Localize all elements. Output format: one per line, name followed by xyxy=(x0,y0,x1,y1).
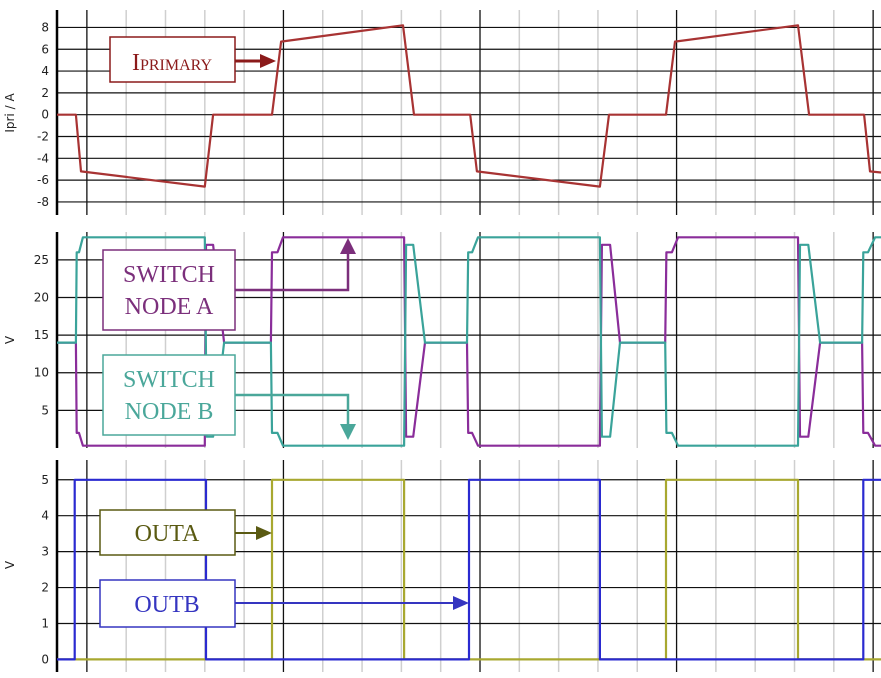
annotation-outb: OUTB xyxy=(99,579,469,628)
y-tick-label: 10 xyxy=(34,366,49,380)
outa-label: OUTA xyxy=(135,521,200,547)
y-tick-label: 1 xyxy=(41,616,49,630)
switch-node-a-label-1: SWITCH xyxy=(123,262,215,288)
switch-node-b-label-2: NODE B xyxy=(125,399,214,425)
switch-node-b-label-1: SWITCH xyxy=(123,367,215,393)
y-tick-label: 0 xyxy=(41,108,49,122)
y-tick-label: -8 xyxy=(37,195,49,209)
series-line-outa xyxy=(57,478,881,661)
y-tick-label: 5 xyxy=(41,473,49,487)
annotation-outa: OUTA xyxy=(99,509,272,556)
arrow-up-icon xyxy=(340,238,356,254)
series-line-ipri xyxy=(57,24,881,188)
y-tick-label: -4 xyxy=(37,151,49,165)
arrow-icon xyxy=(453,596,469,610)
series-line-outb xyxy=(57,478,881,661)
y-tick-label: 4 xyxy=(41,509,49,523)
arrow-icon xyxy=(256,526,272,540)
y-tick-label: 3 xyxy=(41,545,49,559)
series-line-switch-node-b xyxy=(57,236,881,447)
y-tick-label: 15 xyxy=(34,328,49,342)
y-axis-label: V xyxy=(3,560,17,569)
y-tick-label: 20 xyxy=(34,290,49,304)
iprimary-label: IPRIMARY xyxy=(132,50,212,76)
y-tick-label: 25 xyxy=(34,253,49,267)
y-tick-label: 2 xyxy=(41,86,49,100)
y-tick-label: -6 xyxy=(37,173,49,187)
y-tick-label: 2 xyxy=(41,581,49,595)
series-line-switch-node-a xyxy=(57,236,881,447)
y-tick-label: -2 xyxy=(37,129,49,143)
y-tick-label: 5 xyxy=(41,403,49,417)
y-tick-label: 8 xyxy=(41,20,49,34)
y-axis-label: V xyxy=(3,335,17,344)
annotation-switch-node-a: SWITCH NODE A xyxy=(102,238,356,331)
panel-3: 5 4 3 2 1 0 V xyxy=(3,460,881,672)
switch-node-a-label-2: NODE A xyxy=(125,294,214,320)
arrow-down-icon xyxy=(340,424,356,440)
y-tick-label: 4 xyxy=(41,64,49,78)
panel-1: 8 6 4 2 0 -2 -4 -6 -8 Ipri / A xyxy=(3,10,881,215)
y-tick-label: 0 xyxy=(41,652,49,666)
y-axis-label: Ipri / A xyxy=(3,93,17,133)
annotation-switch-node-b: SWITCH NODE B xyxy=(102,354,356,440)
outb-label: OUTB xyxy=(134,592,199,618)
y-tick-label: 6 xyxy=(41,42,49,56)
arrow-icon xyxy=(260,54,276,68)
annotation-iprimary: IPRIMARY xyxy=(109,36,276,83)
